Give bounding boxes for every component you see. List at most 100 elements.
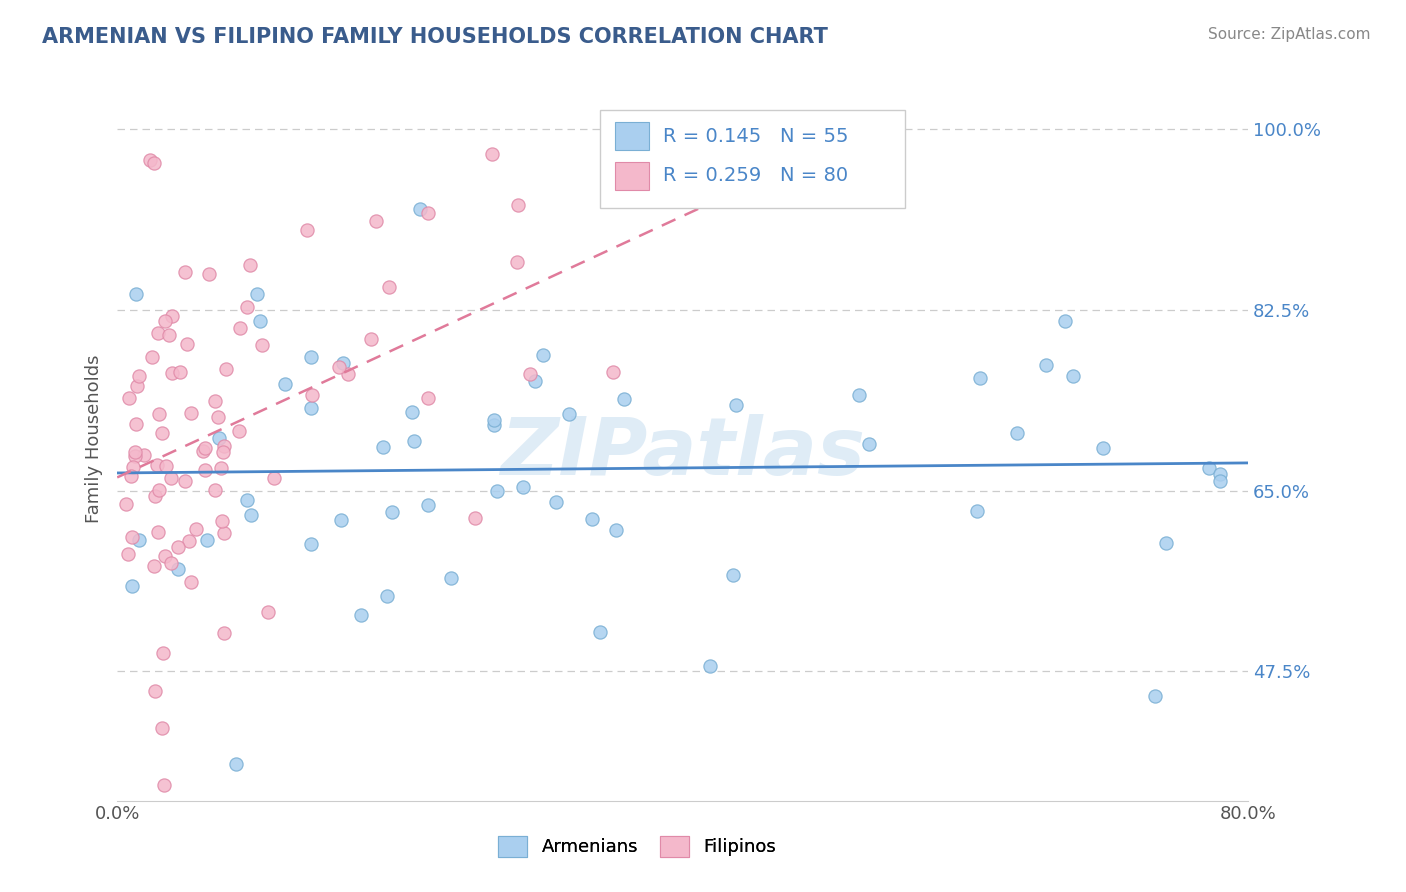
Point — [120, 469, 142, 483]
Point — [125, 378, 148, 392]
Point — [153, 549, 176, 564]
Point — [1005, 426, 1028, 441]
Legend: Armenians, Filipinos: Armenians, Filipinos — [491, 829, 783, 864]
Point — [533, 348, 555, 362]
Point — [257, 605, 280, 619]
Point — [157, 327, 180, 342]
Point — [212, 526, 235, 541]
Point — [699, 659, 721, 673]
Point — [401, 405, 423, 419]
Text: Source: ZipAtlas.com: Source: ZipAtlas.com — [1208, 27, 1371, 42]
Point — [143, 489, 166, 503]
Point — [160, 366, 183, 380]
Point — [198, 267, 221, 281]
Point — [589, 625, 612, 640]
Point — [966, 503, 988, 517]
Point — [328, 359, 350, 374]
Point — [613, 392, 636, 406]
Point — [146, 458, 169, 473]
FancyBboxPatch shape — [614, 122, 648, 150]
Point — [153, 314, 176, 328]
Point — [148, 407, 170, 421]
Point — [239, 259, 262, 273]
Point — [464, 511, 486, 525]
Point — [858, 437, 880, 451]
Point — [235, 300, 257, 314]
Point — [212, 439, 235, 453]
Text: R = 0.145   N = 55: R = 0.145 N = 55 — [664, 127, 849, 145]
Point — [145, 683, 167, 698]
Point — [512, 479, 534, 493]
Point — [721, 567, 744, 582]
Point — [295, 223, 318, 237]
Point — [240, 508, 263, 523]
Point — [236, 492, 259, 507]
Point — [167, 541, 190, 555]
Point — [166, 562, 188, 576]
Point — [377, 280, 399, 294]
Point — [117, 547, 139, 561]
Point — [128, 533, 150, 548]
Point — [204, 483, 226, 498]
Point — [160, 471, 183, 485]
Point — [209, 460, 232, 475]
Point — [180, 406, 202, 420]
Point — [186, 522, 208, 536]
Point — [409, 202, 432, 217]
Point — [139, 153, 162, 167]
Point — [212, 625, 235, 640]
Point — [121, 530, 143, 544]
FancyBboxPatch shape — [614, 162, 648, 189]
Point — [128, 369, 150, 384]
Point — [191, 443, 214, 458]
Point — [1143, 690, 1166, 704]
Point — [246, 287, 269, 301]
Point — [299, 350, 322, 364]
Point — [195, 533, 218, 548]
Point — [174, 474, 197, 488]
Point — [207, 410, 229, 425]
Point — [557, 407, 579, 421]
Point — [519, 368, 541, 382]
Point — [482, 417, 505, 432]
Text: ZIPatlas: ZIPatlas — [501, 415, 865, 492]
Point — [152, 779, 174, 793]
Point — [212, 444, 235, 458]
Point — [117, 392, 139, 406]
Point — [152, 646, 174, 660]
Point — [125, 287, 148, 301]
Point — [211, 514, 233, 528]
Point — [143, 558, 166, 573]
Point — [250, 338, 273, 352]
Point — [125, 417, 148, 432]
Point — [146, 524, 169, 539]
Point — [337, 368, 360, 382]
Point — [143, 156, 166, 170]
Point — [155, 459, 177, 474]
Point — [180, 575, 202, 590]
Point — [1154, 536, 1177, 550]
Point — [301, 388, 323, 402]
Point — [229, 320, 252, 334]
Text: ARMENIAN VS FILIPINO FAMILY HOUSEHOLDS CORRELATION CHART: ARMENIAN VS FILIPINO FAMILY HOUSEHOLDS C… — [42, 27, 828, 46]
Point — [506, 254, 529, 268]
Point — [228, 424, 250, 438]
Point — [725, 398, 748, 412]
Point — [176, 337, 198, 351]
Point — [440, 571, 463, 585]
Point — [299, 537, 322, 551]
Point — [481, 146, 503, 161]
Point — [159, 556, 181, 570]
Point — [194, 463, 217, 477]
Point — [214, 362, 236, 376]
Point — [523, 374, 546, 388]
Point — [263, 471, 285, 485]
Point — [124, 449, 146, 463]
Point — [848, 388, 870, 402]
Point — [115, 497, 138, 511]
Point — [605, 523, 627, 537]
Point — [1208, 467, 1230, 482]
Point — [366, 214, 388, 228]
Point — [416, 205, 439, 219]
Point — [1208, 474, 1230, 488]
